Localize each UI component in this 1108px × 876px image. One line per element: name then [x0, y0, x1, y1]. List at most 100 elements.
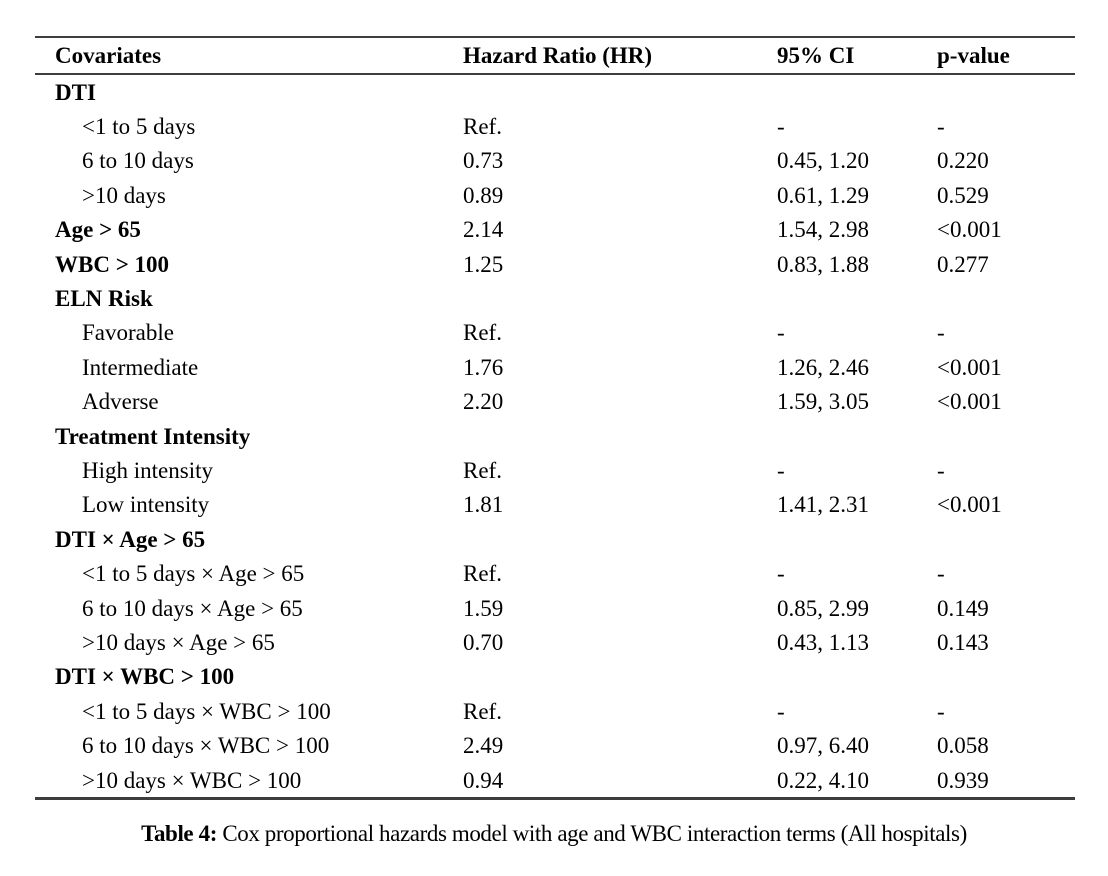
table-row: DTI × WBC > 100 — [35, 660, 1075, 694]
column-header-hazard-ratio: Hazard Ratio (HR) — [463, 37, 777, 75]
ci-cell: - — [777, 114, 785, 140]
table-caption-label: Table 4: — [141, 821, 217, 846]
hazard-ratio-cell — [463, 281, 777, 315]
pvalue-cell: 0.277 — [937, 251, 989, 277]
table-row: DTI × Age > 65 — [35, 522, 1075, 556]
covariate-cell: Favorable — [82, 320, 174, 346]
hazard-ratio-cell — [463, 419, 777, 453]
ci-cell: 0.97, 6.40 — [777, 733, 869, 759]
covariate-cell: High intensity — [82, 457, 213, 483]
column-header-covariates: Covariates — [35, 37, 463, 75]
table-row: Treatment Intensity — [35, 419, 1075, 453]
hazard-ratio-cell: Ref. — [463, 698, 502, 724]
table-row: High intensity Ref. - - — [35, 453, 1075, 487]
table-row: >10 days × WBC > 100 0.94 0.22, 4.10 0.939 — [35, 763, 1075, 799]
table-row: 6 to 10 days × Age > 65 1.59 0.85, 2.99 0.1… — [35, 591, 1075, 625]
pvalue-cell: - — [937, 698, 945, 724]
covariate-cell: >10 days × Age > 65 — [82, 629, 275, 655]
ci-cell: 1.26, 2.46 — [777, 354, 869, 380]
covariate-cell: <1 to 5 days × Age > 65 — [82, 561, 305, 587]
table-row: WBC > 100 1.25 0.83, 1.88 0.277 — [35, 247, 1075, 281]
hazard-ratio-cell — [463, 660, 777, 694]
hazard-ratio-cell — [463, 522, 777, 556]
results-table-container: Covariates Hazard Ratio (HR) 95% CI p-va… — [35, 36, 1075, 801]
covariate-cell: Age > 65 — [55, 217, 141, 243]
pvalue-cell: - — [937, 457, 945, 483]
hazard-ratio-cell: 2.14 — [463, 217, 504, 243]
table-row: >10 days × Age > 65 0.70 0.43, 1.13 0.143 — [35, 625, 1075, 659]
table-body: DTI <1 to 5 days Ref. - - 6 to 10 days 0.73 0.4… — [35, 74, 1075, 799]
column-header-ci: 95% CI — [777, 37, 937, 75]
table-caption: Table 4: Cox proportional hazards model … — [0, 820, 1108, 848]
covariate-cell: DTI × Age > 65 — [55, 526, 206, 552]
table-row: Favorable Ref. - - — [35, 316, 1075, 350]
pvalue-cell: - — [937, 114, 945, 140]
pvalue-cell — [937, 74, 1075, 109]
pvalue-cell: 0.058 — [937, 733, 989, 759]
covariate-cell: DTI × WBC > 100 — [55, 664, 235, 690]
pvalue-cell: <0.001 — [937, 217, 1002, 243]
hazard-ratio-cell: 1.25 — [463, 251, 504, 277]
ci-cell — [777, 522, 937, 556]
ci-cell: 0.85, 2.99 — [777, 595, 869, 621]
ci-cell: - — [777, 698, 785, 724]
ci-cell: 0.61, 1.29 — [777, 182, 869, 208]
table-row: <1 to 5 days × Age > 65 Ref. - - — [35, 556, 1075, 590]
pvalue-cell — [937, 419, 1075, 453]
pvalue-cell: - — [937, 320, 945, 346]
hazard-ratio-cell: Ref. — [463, 320, 502, 346]
covariate-cell: Treatment Intensity — [55, 423, 251, 449]
hazard-ratio-cell: 0.94 — [463, 767, 504, 793]
pvalue-cell — [937, 660, 1075, 694]
ci-cell — [777, 660, 937, 694]
pvalue-cell: <0.001 — [937, 492, 1002, 518]
hazard-ratio-cell: 2.49 — [463, 733, 504, 759]
hazard-ratio-cell: 0.73 — [463, 148, 504, 174]
covariate-cell: Intermediate — [82, 354, 199, 380]
covariate-cell: 6 to 10 days — [82, 148, 194, 174]
pvalue-cell: 0.529 — [937, 182, 989, 208]
hazard-ratio-cell: 1.76 — [463, 354, 504, 380]
covariate-cell: >10 days — [82, 182, 166, 208]
table-row: Intermediate 1.76 1.26, 2.46 <0.001 — [35, 350, 1075, 384]
pvalue-cell — [937, 281, 1075, 315]
pvalue-cell: 0.220 — [937, 148, 989, 174]
hazard-ratio-cell: 0.89 — [463, 182, 504, 208]
ci-cell: 0.45, 1.20 — [777, 148, 869, 174]
table-row: <1 to 5 days × WBC > 100 Ref. - - — [35, 694, 1075, 728]
table-row: >10 days 0.89 0.61, 1.29 0.529 — [35, 178, 1075, 212]
ci-cell: 0.43, 1.13 — [777, 629, 869, 655]
pvalue-cell: <0.001 — [937, 389, 1002, 415]
ci-cell: - — [777, 561, 785, 587]
table-header: Covariates Hazard Ratio (HR) 95% CI p-va… — [35, 37, 1075, 75]
hazard-ratio-cell: 1.81 — [463, 492, 504, 518]
ci-cell: - — [777, 320, 785, 346]
pvalue-cell: - — [937, 561, 945, 587]
ci-cell: 1.59, 3.05 — [777, 389, 869, 415]
hazard-ratio-cell — [463, 74, 777, 109]
ci-cell — [777, 74, 937, 109]
ci-cell: 1.54, 2.98 — [777, 217, 869, 243]
pvalue-cell: 0.149 — [937, 595, 989, 621]
ci-cell: 0.83, 1.88 — [777, 251, 869, 277]
table-row: Adverse 2.20 1.59, 3.05 <0.001 — [35, 385, 1075, 419]
ci-cell: - — [777, 457, 785, 483]
covariate-cell: >10 days × WBC > 100 — [82, 767, 302, 793]
table-row: ELN Risk — [35, 281, 1075, 315]
covariate-cell: DTI — [55, 79, 96, 105]
covariate-cell: <1 to 5 days — [82, 114, 196, 140]
ci-cell — [777, 281, 937, 315]
covariate-cell: Adverse — [82, 389, 159, 415]
table-row: Low intensity 1.81 1.41, 2.31 <0.001 — [35, 488, 1075, 522]
pvalue-cell: 0.143 — [937, 629, 989, 655]
hazard-ratio-cell: 2.20 — [463, 389, 504, 415]
hazard-ratio-cell: 1.59 — [463, 595, 504, 621]
table-row: <1 to 5 days Ref. - - — [35, 109, 1075, 143]
covariate-cell: WBC > 100 — [55, 251, 170, 277]
pvalue-cell: 0.939 — [937, 767, 989, 793]
table-row: 6 to 10 days 0.73 0.45, 1.20 0.220 — [35, 144, 1075, 178]
covariate-cell: ELN Risk — [55, 286, 153, 312]
hazard-ratio-cell: Ref. — [463, 457, 502, 483]
hazard-ratio-cell: Ref. — [463, 114, 502, 140]
